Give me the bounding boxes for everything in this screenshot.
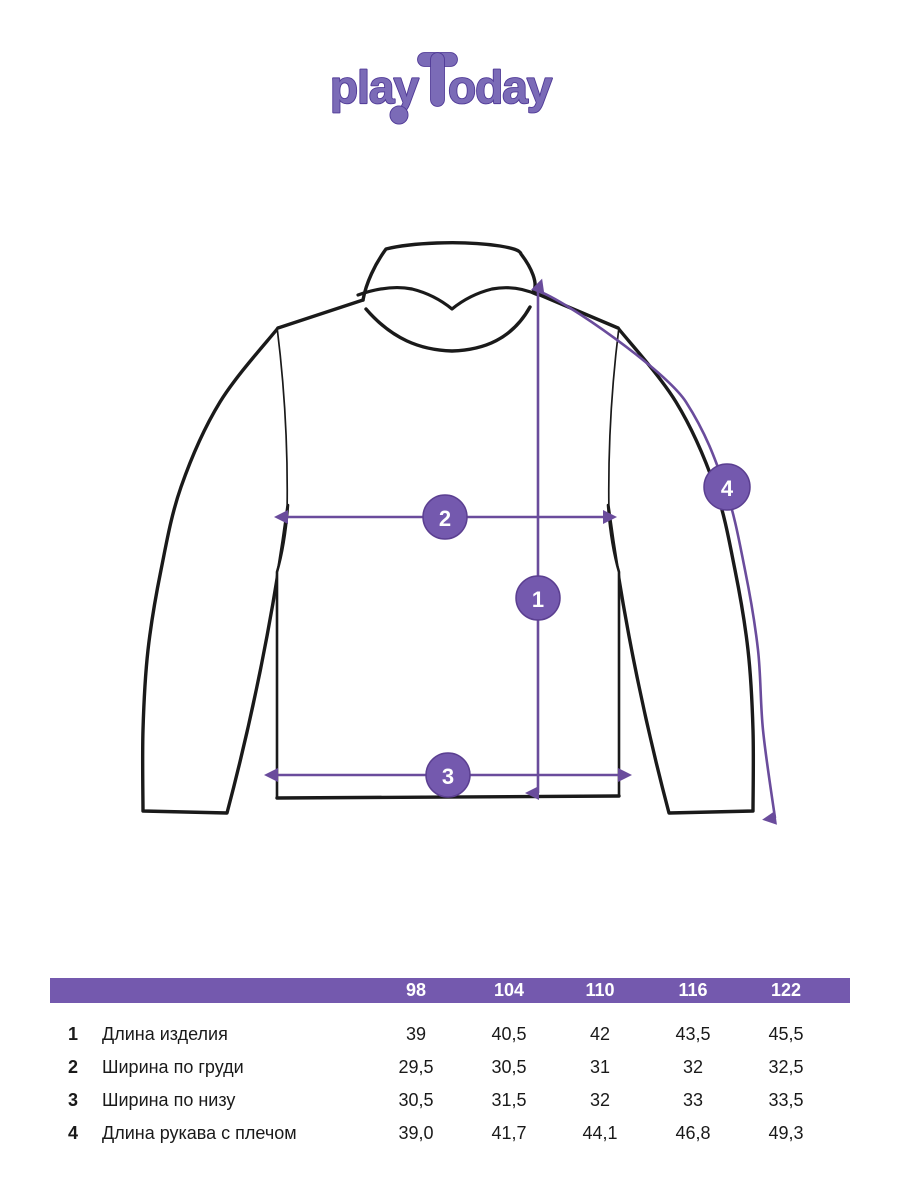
svg-text:1: 1 — [532, 587, 544, 612]
svg-text:4: 4 — [721, 476, 734, 501]
svg-text:3: 3 — [442, 764, 454, 789]
svg-text:2: 2 — [439, 506, 451, 531]
